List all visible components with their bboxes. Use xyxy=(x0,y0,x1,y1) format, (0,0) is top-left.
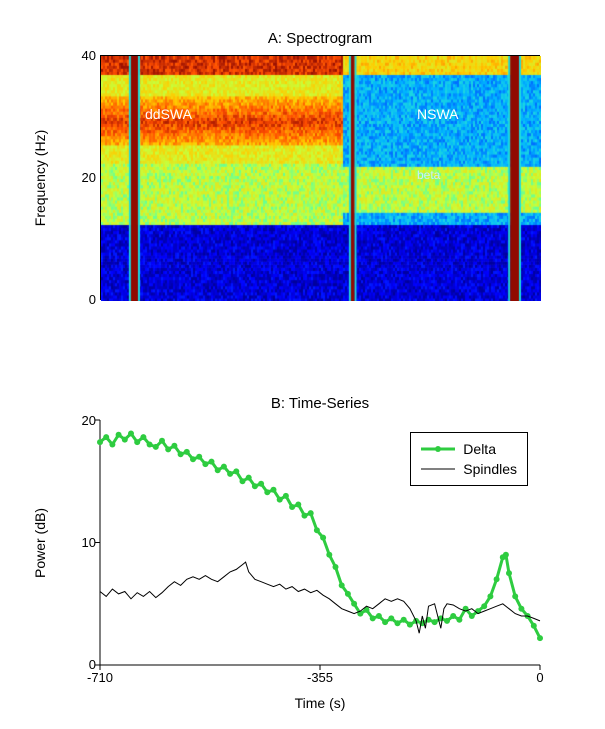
legend-item-spindles: Spindles xyxy=(421,459,517,479)
legend-label-delta: Delta xyxy=(463,441,496,457)
legend-box: Delta Spindles xyxy=(410,432,528,486)
overlay-nswa: NSWA xyxy=(417,106,458,122)
overlay-ddswa: ddSWA xyxy=(145,106,192,122)
spectrogram-plot: ddSWA NSWA beta xyxy=(100,55,540,300)
panel-a-ytick-40: 40 xyxy=(70,48,96,63)
legend-swatch-delta xyxy=(421,441,455,457)
panel-a-title: A: Spectrogram xyxy=(100,30,540,47)
panel-a-ytick-20: 20 xyxy=(70,170,96,185)
panel-b-xtick-355: -355 xyxy=(302,670,338,685)
panel-a-ylabel: Frequency (Hz) xyxy=(32,130,48,226)
legend-label-spindles: Spindles xyxy=(463,461,517,477)
panel-b-xtick-710: -710 xyxy=(82,670,118,685)
panel-a-ytick-0: 0 xyxy=(78,292,96,307)
panel-b-ytick-20: 20 xyxy=(70,413,96,428)
panel-b-ylabel: Power (dB) xyxy=(32,508,48,578)
panel-b-title: B: Time-Series xyxy=(100,395,540,412)
legend-item-delta: Delta xyxy=(421,439,517,459)
legend-swatch-spindles xyxy=(421,461,455,477)
timeseries-plot: Delta Spindles xyxy=(100,420,540,665)
panel-b-xtick-0: 0 xyxy=(532,670,548,685)
overlay-beta: beta xyxy=(417,168,440,182)
panel-b-ytick-10: 10 xyxy=(70,535,96,550)
panel-b-xlabel: Time (s) xyxy=(100,695,540,711)
